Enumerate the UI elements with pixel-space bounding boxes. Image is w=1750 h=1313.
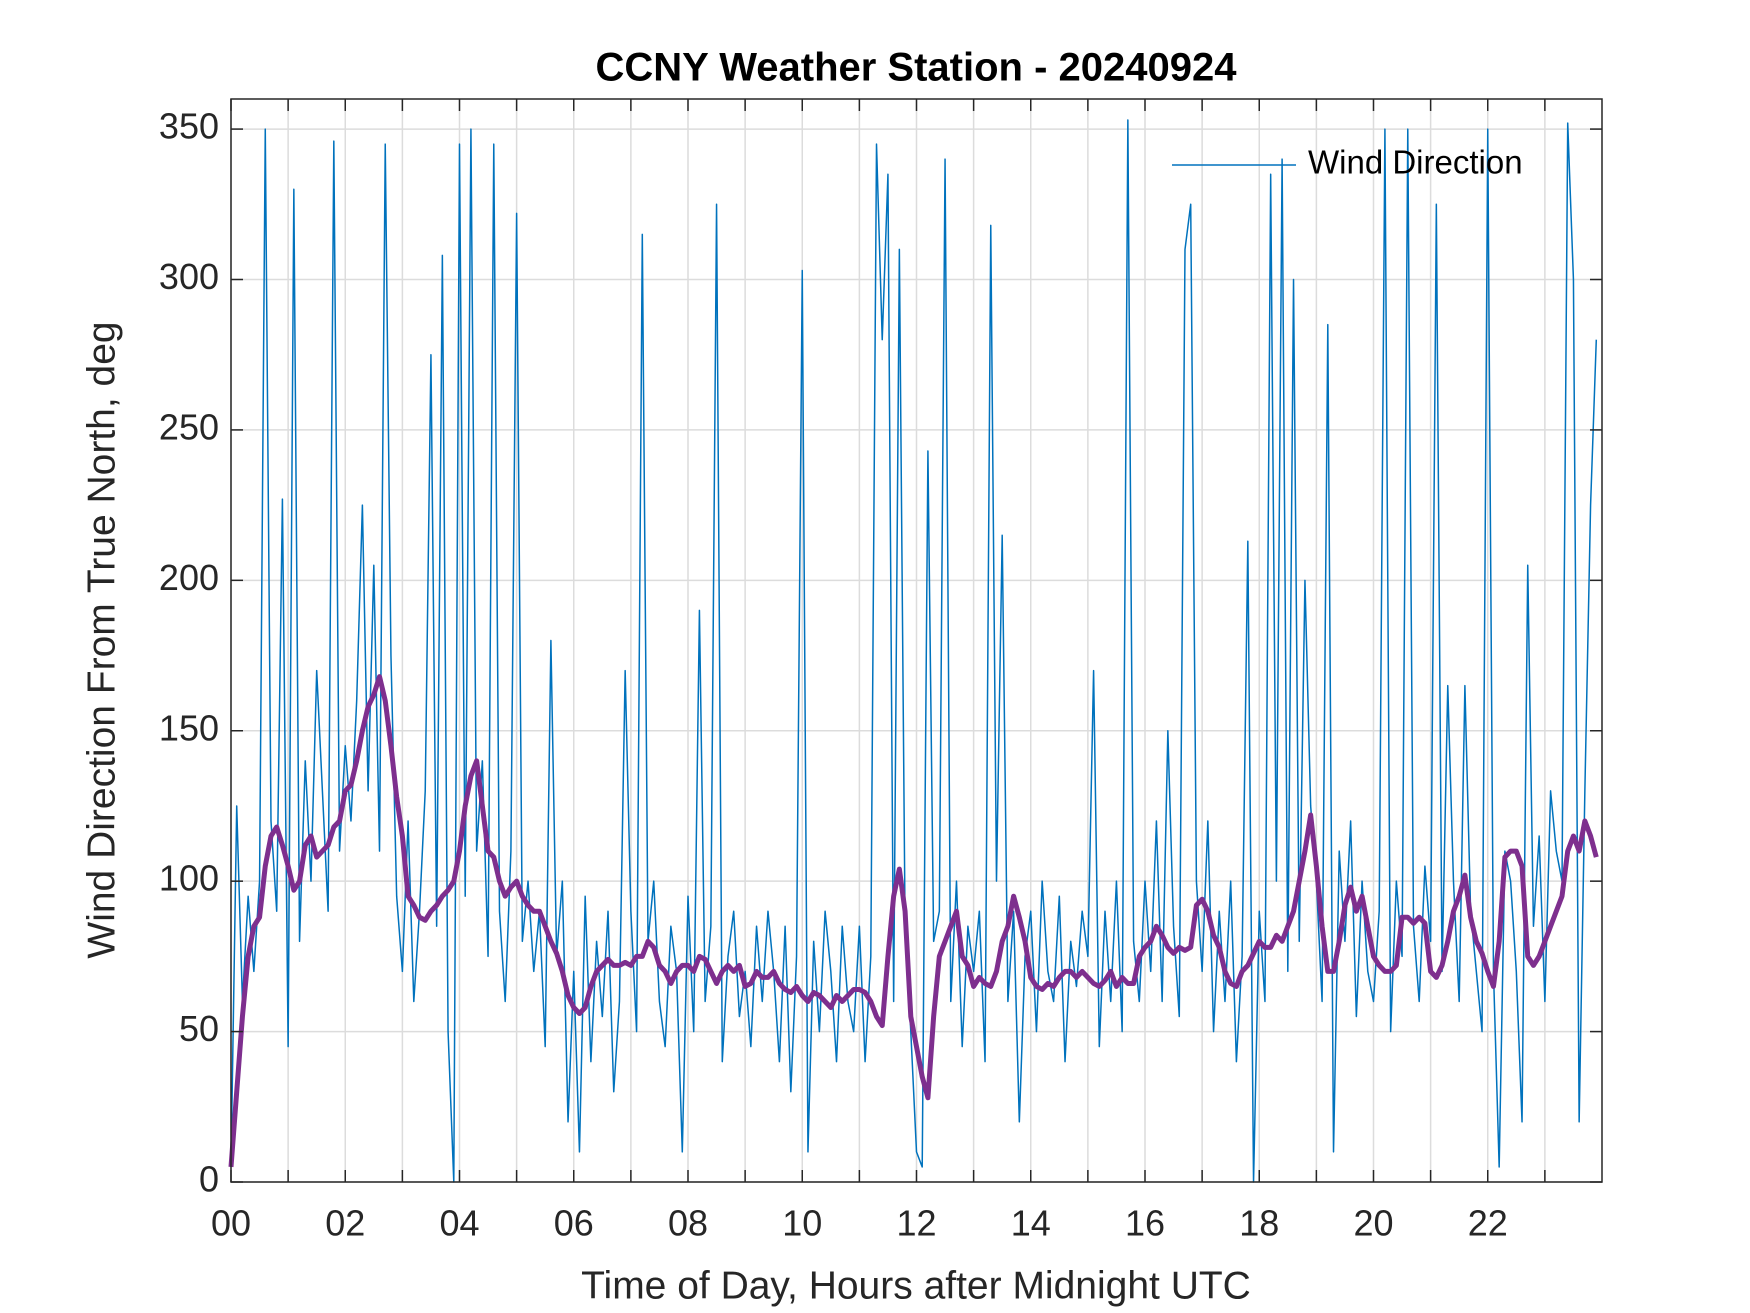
data-line bbox=[230, 119, 1598, 1183]
y-axis-label: Wind Direction From True North, deg bbox=[80, 321, 123, 958]
x-axis-label: Time of Day, Hours after Midnight UTC bbox=[581, 1264, 1251, 1307]
x-tick-label: 22 bbox=[1468, 1203, 1508, 1244]
x-tick-label: 02 bbox=[325, 1203, 365, 1244]
x-tick-label: 04 bbox=[439, 1203, 479, 1244]
x-tick-label: 18 bbox=[1239, 1203, 1279, 1244]
x-tick-label: 16 bbox=[1125, 1203, 1165, 1244]
data-line bbox=[228, 674, 1599, 1168]
x-tick-label: 20 bbox=[1353, 1203, 1393, 1244]
x-tick-label: 10 bbox=[782, 1203, 822, 1244]
x-tick-label: 14 bbox=[1011, 1203, 1051, 1244]
x-tick-label: 08 bbox=[668, 1203, 708, 1244]
y-tick-label: 100 bbox=[159, 858, 219, 899]
y-tick-label: 250 bbox=[159, 406, 219, 447]
y-tick-label: 200 bbox=[159, 557, 219, 598]
y-tick-label: 350 bbox=[159, 106, 219, 147]
x-tick-label: 00 bbox=[211, 1203, 251, 1244]
chart-title: CCNY Weather Station - 20240924 bbox=[596, 46, 1238, 90]
x-tick-label: 12 bbox=[896, 1203, 936, 1244]
y-tick-label: 300 bbox=[159, 256, 219, 297]
legend-label: Wind Direction bbox=[1308, 144, 1523, 181]
y-tick-label: 0 bbox=[199, 1159, 219, 1200]
x-tick-label: 06 bbox=[554, 1203, 594, 1244]
y-tick-label: 50 bbox=[179, 1008, 219, 1049]
y-tick-label: 150 bbox=[159, 707, 219, 748]
